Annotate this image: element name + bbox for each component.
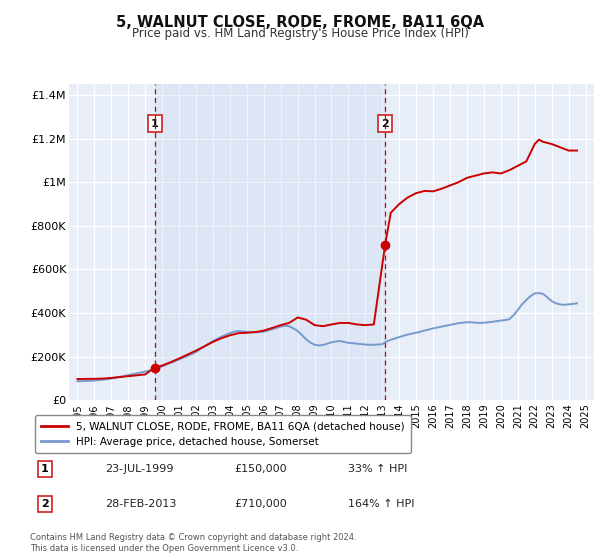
Text: 164% ↑ HPI: 164% ↑ HPI xyxy=(348,499,415,509)
Text: 1: 1 xyxy=(41,464,49,474)
Text: £710,000: £710,000 xyxy=(234,499,287,509)
Text: £150,000: £150,000 xyxy=(234,464,287,474)
Text: 1: 1 xyxy=(151,119,158,129)
Bar xyxy=(155,84,385,400)
Text: 5, WALNUT CLOSE, RODE, FROME, BA11 6QA: 5, WALNUT CLOSE, RODE, FROME, BA11 6QA xyxy=(116,15,484,30)
Text: Price paid vs. HM Land Registry's House Price Index (HPI): Price paid vs. HM Land Registry's House … xyxy=(131,27,469,40)
Text: 2: 2 xyxy=(41,499,49,509)
Text: 28-FEB-2013: 28-FEB-2013 xyxy=(105,499,176,509)
Legend: 5, WALNUT CLOSE, RODE, FROME, BA11 6QA (detached house), HPI: Average price, det: 5, WALNUT CLOSE, RODE, FROME, BA11 6QA (… xyxy=(35,415,411,453)
Text: Contains HM Land Registry data © Crown copyright and database right 2024.
This d: Contains HM Land Registry data © Crown c… xyxy=(30,533,356,553)
Text: 33% ↑ HPI: 33% ↑ HPI xyxy=(348,464,407,474)
Text: 2: 2 xyxy=(381,119,389,129)
Text: 23-JUL-1999: 23-JUL-1999 xyxy=(105,464,173,474)
